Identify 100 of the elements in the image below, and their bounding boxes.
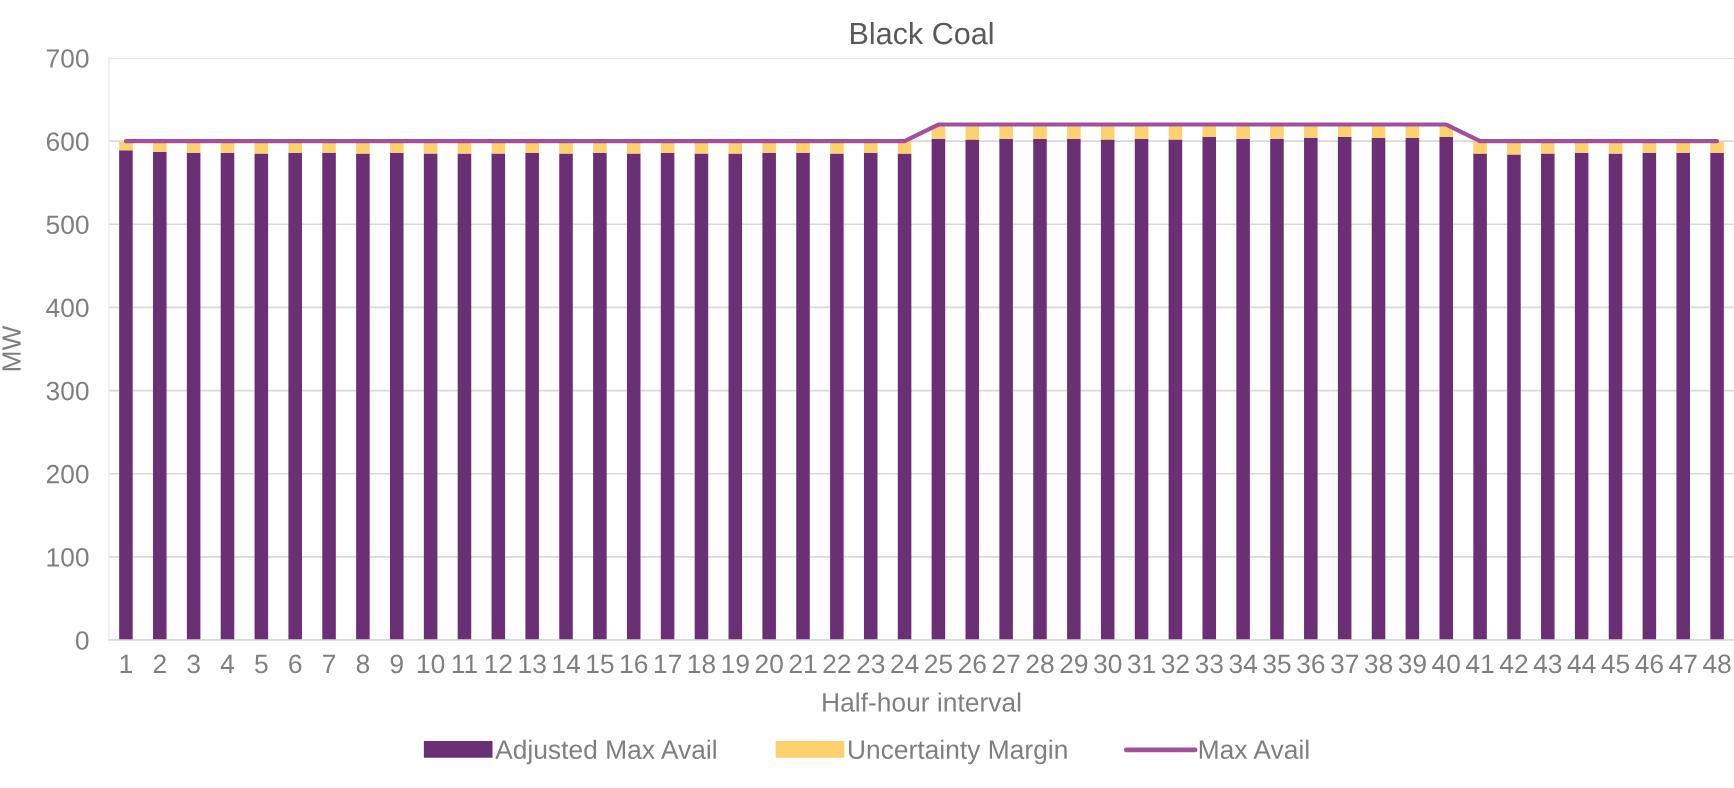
bar — [931, 138, 946, 640]
x-tick-label: 11 — [452, 654, 477, 674]
x-tick-label: 33 — [1195, 654, 1223, 674]
bar — [1642, 152, 1657, 640]
bar — [1608, 153, 1623, 640]
bar — [491, 153, 506, 640]
x-tick-label: 24 — [891, 654, 919, 674]
x-tick-label: 34 — [1229, 654, 1258, 674]
y-tick-label: 700 — [46, 49, 89, 68]
x-tick-label: 2 — [153, 654, 166, 674]
x-tick-label: 42 — [1499, 654, 1528, 674]
x-tick-label: 1 — [120, 654, 132, 674]
y-tick-label: 100 — [47, 547, 89, 567]
x-tick-label: 23 — [857, 654, 885, 674]
bar — [559, 153, 573, 640]
bar — [1134, 138, 1149, 640]
legend-label: Max Avail — [1199, 739, 1309, 760]
x-tick-label: 20 — [755, 654, 783, 674]
x-tick-label: 26 — [958, 654, 986, 674]
x-tick-label: 36 — [1297, 654, 1325, 674]
x-tick-label: 41 — [1466, 654, 1494, 674]
bar — [762, 152, 776, 640]
bar — [1405, 137, 1420, 640]
x-tick-label: 44 — [1567, 654, 1596, 674]
bar — [186, 152, 201, 640]
x-tick-label: 13 — [519, 654, 546, 674]
x-tick-label: 40 — [1432, 654, 1460, 674]
chart-title: Black Coal — [850, 21, 993, 45]
x-tick-label: 7 — [323, 654, 336, 674]
bar — [694, 153, 709, 640]
bar — [1337, 136, 1352, 640]
bar — [728, 153, 743, 640]
bar — [288, 152, 302, 640]
x-tick-label: 6 — [289, 654, 302, 674]
x-tick-label: 9 — [390, 654, 403, 674]
bar — [1439, 136, 1454, 640]
bar — [1168, 139, 1183, 640]
x-tick-label: 14 — [553, 654, 580, 674]
x-tick-label: 27 — [992, 654, 1020, 674]
x-axis-title: Half-hour interval — [823, 692, 1021, 712]
x-tick-label: 31 — [1127, 654, 1155, 674]
y-tick-label: 0 — [75, 631, 89, 650]
bar — [1676, 152, 1690, 640]
bar — [322, 152, 336, 640]
bar — [1033, 138, 1047, 640]
x-tick-label: 28 — [1026, 654, 1054, 674]
bar — [389, 152, 404, 640]
x-tick-label: 5 — [255, 654, 268, 674]
bar — [525, 152, 539, 640]
x-tick-label: 30 — [1094, 654, 1122, 674]
x-tick-label: 17 — [654, 654, 681, 674]
bar — [796, 152, 810, 640]
bar — [423, 153, 438, 640]
bar — [254, 153, 269, 640]
x-tick-label: 37 — [1331, 654, 1359, 674]
bar — [999, 138, 1013, 640]
y-tick-label: 500 — [46, 215, 89, 235]
x-tick-label: 35 — [1263, 654, 1291, 674]
x-tick-label: 15 — [587, 654, 614, 674]
bar — [1236, 138, 1250, 640]
x-tick-label: 4 — [220, 654, 235, 674]
y-tick-label: 600 — [46, 132, 89, 151]
bar — [830, 153, 844, 640]
x-tick-label: 43 — [1533, 654, 1562, 674]
legend-label: Uncertainty Margin — [848, 739, 1067, 765]
bar — [1304, 137, 1318, 640]
x-tick-label: 3 — [187, 654, 200, 674]
x-tick-label: 39 — [1398, 654, 1426, 674]
legend-label: Adjusted Max Avail — [495, 739, 716, 765]
bar — [1507, 154, 1521, 640]
bar — [119, 150, 133, 640]
bar — [897, 153, 912, 640]
x-tick-label: 46 — [1635, 654, 1663, 674]
bar — [457, 153, 472, 640]
bar — [1067, 138, 1081, 640]
x-tick-label: 18 — [688, 654, 715, 674]
y-tick-label: 300 — [46, 381, 89, 401]
y-axis-title: MW — [2, 325, 21, 371]
x-tick-label: 48 — [1703, 654, 1731, 674]
bar — [1710, 152, 1724, 640]
bar — [356, 153, 370, 640]
x-tick-label: 45 — [1601, 654, 1630, 674]
bar — [1202, 136, 1217, 640]
bar — [153, 151, 167, 640]
bar — [1270, 138, 1284, 640]
y-tick-label: 200 — [46, 464, 89, 484]
bar — [660, 152, 675, 640]
x-tick-label: 16 — [621, 654, 648, 674]
x-tick-label: 19 — [722, 654, 749, 674]
bar — [1100, 139, 1115, 640]
x-tick-label: 10 — [417, 654, 445, 674]
x-tick-label: 32 — [1161, 654, 1189, 674]
bar — [593, 152, 607, 640]
x-tick-label: 22 — [823, 654, 851, 674]
x-tick-label: 12 — [485, 654, 512, 674]
x-tick-label: 25 — [925, 654, 952, 674]
bar — [965, 139, 980, 640]
y-tick-label: 400 — [46, 298, 89, 318]
bar — [1541, 153, 1555, 640]
x-tick-label: 38 — [1364, 654, 1393, 674]
